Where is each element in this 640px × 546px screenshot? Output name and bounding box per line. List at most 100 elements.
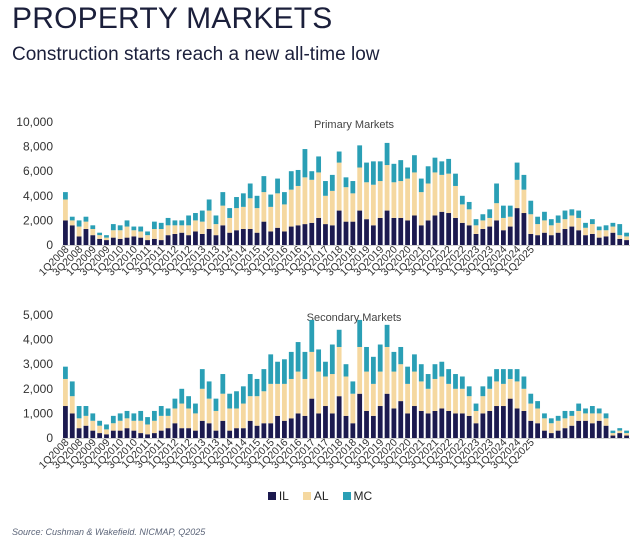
secondary-bar-il bbox=[583, 420, 588, 438]
secondary-bar-mc bbox=[186, 396, 191, 409]
primary-bar-il bbox=[83, 229, 89, 245]
primary-bar-mc bbox=[97, 232, 103, 236]
primary-bar-al bbox=[603, 230, 609, 237]
secondary-bar-il bbox=[97, 433, 103, 438]
primary-bar-al bbox=[282, 204, 287, 232]
secondary-bar-il bbox=[596, 420, 602, 438]
secondary-bar-il bbox=[624, 435, 629, 438]
primary-bar-al bbox=[220, 205, 226, 226]
secondary-bar-al bbox=[555, 420, 561, 431]
primary-bar-mc bbox=[412, 155, 417, 173]
secondary-bar-mc bbox=[357, 319, 363, 347]
primary-bar-mc bbox=[542, 211, 547, 221]
secondary-bar-al bbox=[583, 413, 588, 421]
secondary-bar-il bbox=[302, 415, 308, 438]
primary-bar-il bbox=[384, 210, 390, 245]
primary-bar-al bbox=[165, 225, 171, 236]
primary-bar-mc bbox=[138, 226, 144, 232]
primary-bar-il bbox=[199, 233, 205, 245]
secondary-bar-al bbox=[172, 408, 178, 424]
primary-bar-mc bbox=[466, 201, 472, 210]
primary-bar-il bbox=[282, 231, 287, 245]
legend-label-al: AL bbox=[313, 489, 329, 503]
secondary-bar-il bbox=[151, 433, 157, 438]
secondary-bar-il bbox=[220, 420, 226, 438]
secondary-bar-al bbox=[425, 388, 431, 414]
legend-swatch-al bbox=[302, 492, 311, 500]
primary-bar-al bbox=[528, 214, 534, 234]
secondary-bar-mc bbox=[193, 403, 198, 414]
primary-bar-mc bbox=[610, 222, 616, 227]
primary-bar-mc bbox=[124, 220, 130, 227]
secondary-bar-al bbox=[247, 396, 253, 421]
secondary-bar-il bbox=[350, 423, 356, 438]
primary-bar-mc bbox=[617, 224, 623, 236]
primary-bar-mc bbox=[268, 194, 274, 207]
secondary-bar-il bbox=[316, 413, 322, 438]
secondary-bar-al bbox=[158, 415, 164, 431]
primary-bar-mc bbox=[350, 181, 356, 194]
secondary-bar-mc bbox=[158, 406, 164, 416]
secondary-bar-al bbox=[227, 408, 233, 431]
secondary-bar-al bbox=[418, 381, 424, 411]
primary-y-tick-label: 4,000 bbox=[23, 189, 53, 203]
secondary-bar-mc bbox=[323, 361, 328, 377]
primary-bar-il bbox=[288, 226, 294, 245]
primary-bar-al bbox=[295, 185, 301, 226]
secondary-bar-al bbox=[357, 346, 363, 394]
secondary-bar-il bbox=[610, 435, 616, 438]
primary-bar-il bbox=[603, 236, 609, 245]
secondary-bar-al bbox=[131, 420, 137, 431]
primary-bar-al bbox=[562, 219, 568, 230]
secondary-bar-mc bbox=[329, 344, 335, 375]
secondary-bar-mc bbox=[138, 410, 144, 421]
primary-bar-mc bbox=[603, 225, 609, 231]
primary-bar-il bbox=[240, 229, 246, 245]
secondary-bar-mc bbox=[302, 351, 308, 379]
secondary-bar-mc bbox=[151, 410, 157, 421]
primary-bar-mc bbox=[199, 210, 205, 222]
secondary-bar-il bbox=[199, 420, 205, 438]
primary-bar-il bbox=[172, 233, 178, 245]
primary-bar-il bbox=[589, 233, 595, 245]
secondary-y-tick-label: 3,000 bbox=[23, 357, 53, 371]
primary-bar-mc bbox=[377, 161, 383, 182]
secondary-bar-il bbox=[76, 428, 82, 438]
secondary-bar-mc bbox=[494, 369, 499, 382]
primary-bar-mc bbox=[521, 174, 527, 190]
secondary-bar-al bbox=[480, 396, 486, 414]
primary-bar-il bbox=[624, 240, 629, 245]
primary-bar-il bbox=[569, 226, 575, 245]
primary-bar-mc bbox=[494, 183, 499, 204]
secondary-bar-mc bbox=[97, 420, 103, 426]
secondary-bar-al bbox=[439, 376, 445, 409]
primary-bar-il bbox=[542, 232, 547, 245]
primary-bar-il bbox=[234, 230, 239, 245]
primary-bar-il bbox=[63, 220, 68, 245]
secondary-bar-mc bbox=[69, 381, 75, 397]
primary-bar-il bbox=[494, 220, 499, 245]
secondary-bar-il bbox=[90, 430, 96, 438]
primary-bar-al bbox=[596, 230, 602, 238]
secondary-bar-il bbox=[514, 408, 520, 438]
secondary-bar-al bbox=[542, 418, 547, 431]
primary-bar-il bbox=[151, 238, 157, 245]
secondary-bar-al bbox=[220, 393, 226, 421]
secondary-bar-al bbox=[569, 415, 575, 426]
primary-bar-al bbox=[610, 226, 616, 233]
primary-bar-al bbox=[124, 226, 130, 238]
secondary-bar-mc bbox=[501, 369, 506, 384]
primary-bar-mc bbox=[288, 171, 294, 190]
primary-bar-al bbox=[104, 237, 109, 241]
primary-bar-al bbox=[542, 220, 547, 233]
primary-bar-il bbox=[302, 224, 308, 245]
secondary-bar-mc bbox=[466, 386, 472, 397]
primary-bar-al bbox=[83, 221, 89, 230]
secondary-bar-al bbox=[179, 403, 185, 429]
primary-bar-il bbox=[186, 235, 191, 245]
primary-bar-al bbox=[405, 178, 410, 221]
secondary-bar-al bbox=[76, 418, 82, 429]
primary-bar-il bbox=[425, 220, 431, 245]
secondary-bar-al bbox=[336, 346, 342, 397]
secondary-bar-il bbox=[254, 425, 260, 438]
